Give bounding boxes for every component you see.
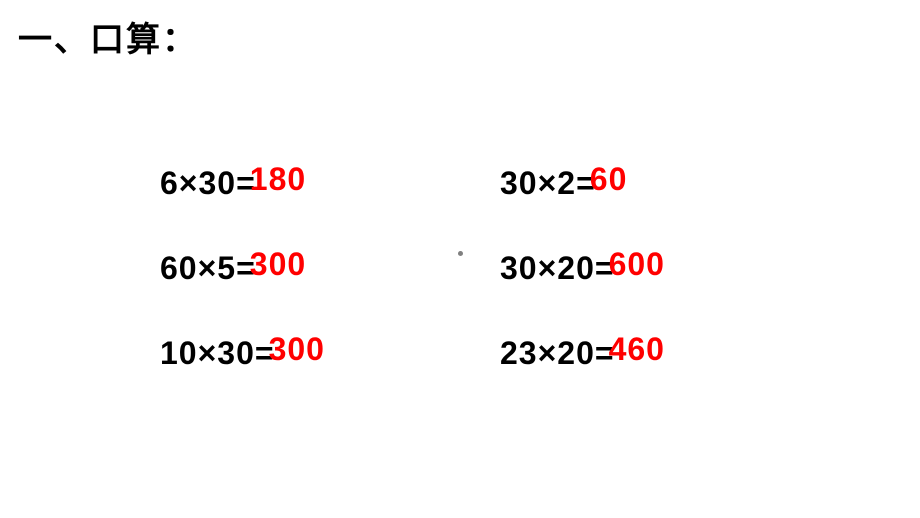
problem-cell: 23×20= 460 [500,335,840,372]
problem-cell: 30×2= 60 [500,165,840,202]
answer: 460 [609,331,665,368]
answer: 180 [250,161,306,198]
problem-row: 6×30= 180 30×2= 60 [160,165,840,202]
problem-row: 60×5= 300 30×20= 600 [160,250,840,287]
answer: 600 [609,246,665,283]
expression: 30×2= [500,165,596,202]
problem-cell: 30×20= 600 [500,250,840,287]
problem-cell: 6×30= 180 [160,165,500,202]
answer: 300 [269,331,325,368]
center-dot-icon [458,251,463,256]
expression: 30×20= [500,250,615,287]
problems-grid: 6×30= 180 30×2= 60 60×5= 300 30×20= 600 … [160,165,840,420]
section-title: 一、口算： [18,12,198,61]
problem-cell: 60×5= 300 [160,250,500,287]
answer: 300 [250,246,306,283]
answer: 60 [590,161,628,198]
expression: 10×30= [160,335,275,372]
expression: 6×30= [160,165,256,202]
problem-row: 10×30= 300 23×20= 460 [160,335,840,372]
expression: 60×5= [160,250,256,287]
problem-cell: 10×30= 300 [160,335,500,372]
expression: 23×20= [500,335,615,372]
